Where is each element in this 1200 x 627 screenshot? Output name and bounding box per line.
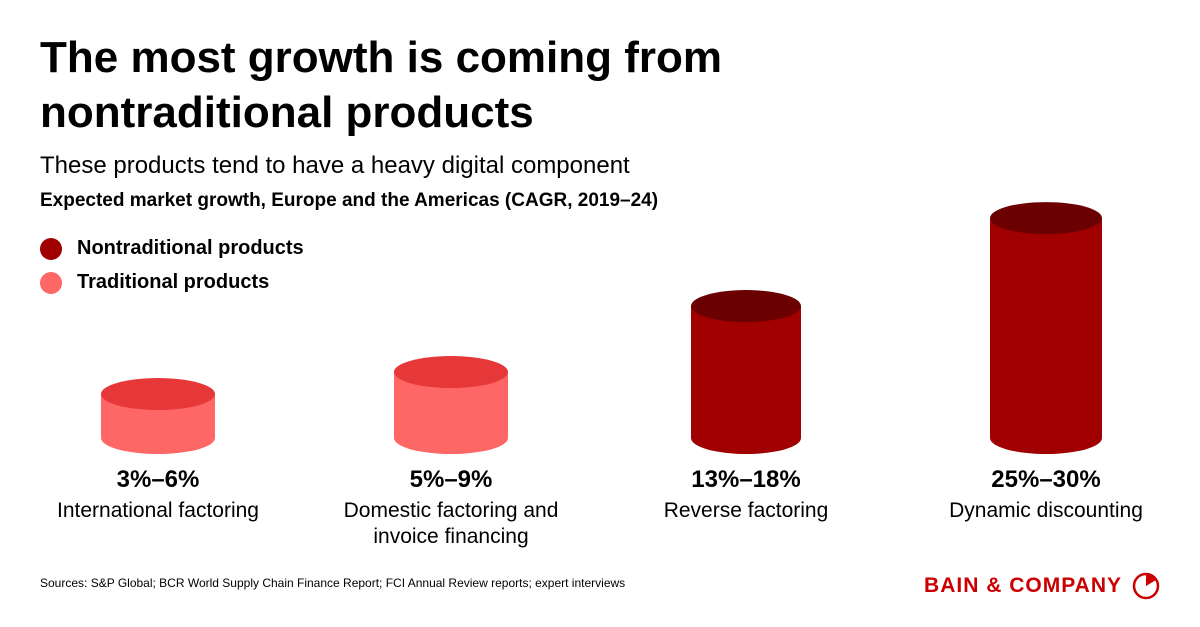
- cylinder-top: [990, 202, 1102, 235]
- source-note: Sources: S&P Global; BCR World Supply Ch…: [40, 576, 626, 590]
- chart-subtitle: These products tend to have a heavy digi…: [40, 152, 630, 179]
- value-label: 5%–9%: [409, 466, 493, 493]
- value-label: 25%–30%: [991, 466, 1101, 493]
- cylinder: [691, 290, 801, 454]
- cylinder-top: [101, 378, 215, 411]
- logo-text: BAIN & COMPANY: [924, 574, 1122, 597]
- category-label: Reverse factoring: [663, 499, 829, 522]
- cylinder-top: [691, 290, 801, 323]
- axis-title: Expected market growth, Europe and the A…: [40, 190, 659, 211]
- legend-item: Traditional products: [40, 271, 269, 294]
- legend-label: Nontraditional products: [77, 237, 304, 259]
- value-label: 3%–6%: [116, 466, 200, 493]
- cylinder-body: [691, 306, 801, 438]
- value-label: 13%–18%: [691, 466, 801, 493]
- chart-title: The most growth is coming from nontradit…: [40, 33, 723, 137]
- category-label: International factoring: [57, 499, 259, 522]
- legend-item: Nontraditional products: [40, 237, 304, 260]
- legend-label: Traditional products: [77, 271, 270, 293]
- legend-swatch: [40, 271, 62, 294]
- cylinder: [101, 378, 215, 454]
- category-label: Dynamic discounting: [949, 499, 1143, 522]
- cylinder: [394, 356, 508, 454]
- cylinder: [990, 202, 1102, 454]
- cylinder-body: [990, 218, 1102, 438]
- legend-swatch: [40, 237, 62, 260]
- logo-icon: [1132, 572, 1160, 600]
- logo-wedge: [1146, 574, 1156, 586]
- cylinder-top: [394, 356, 508, 389]
- category-label: Domestic factoring and invoice financing: [343, 499, 559, 548]
